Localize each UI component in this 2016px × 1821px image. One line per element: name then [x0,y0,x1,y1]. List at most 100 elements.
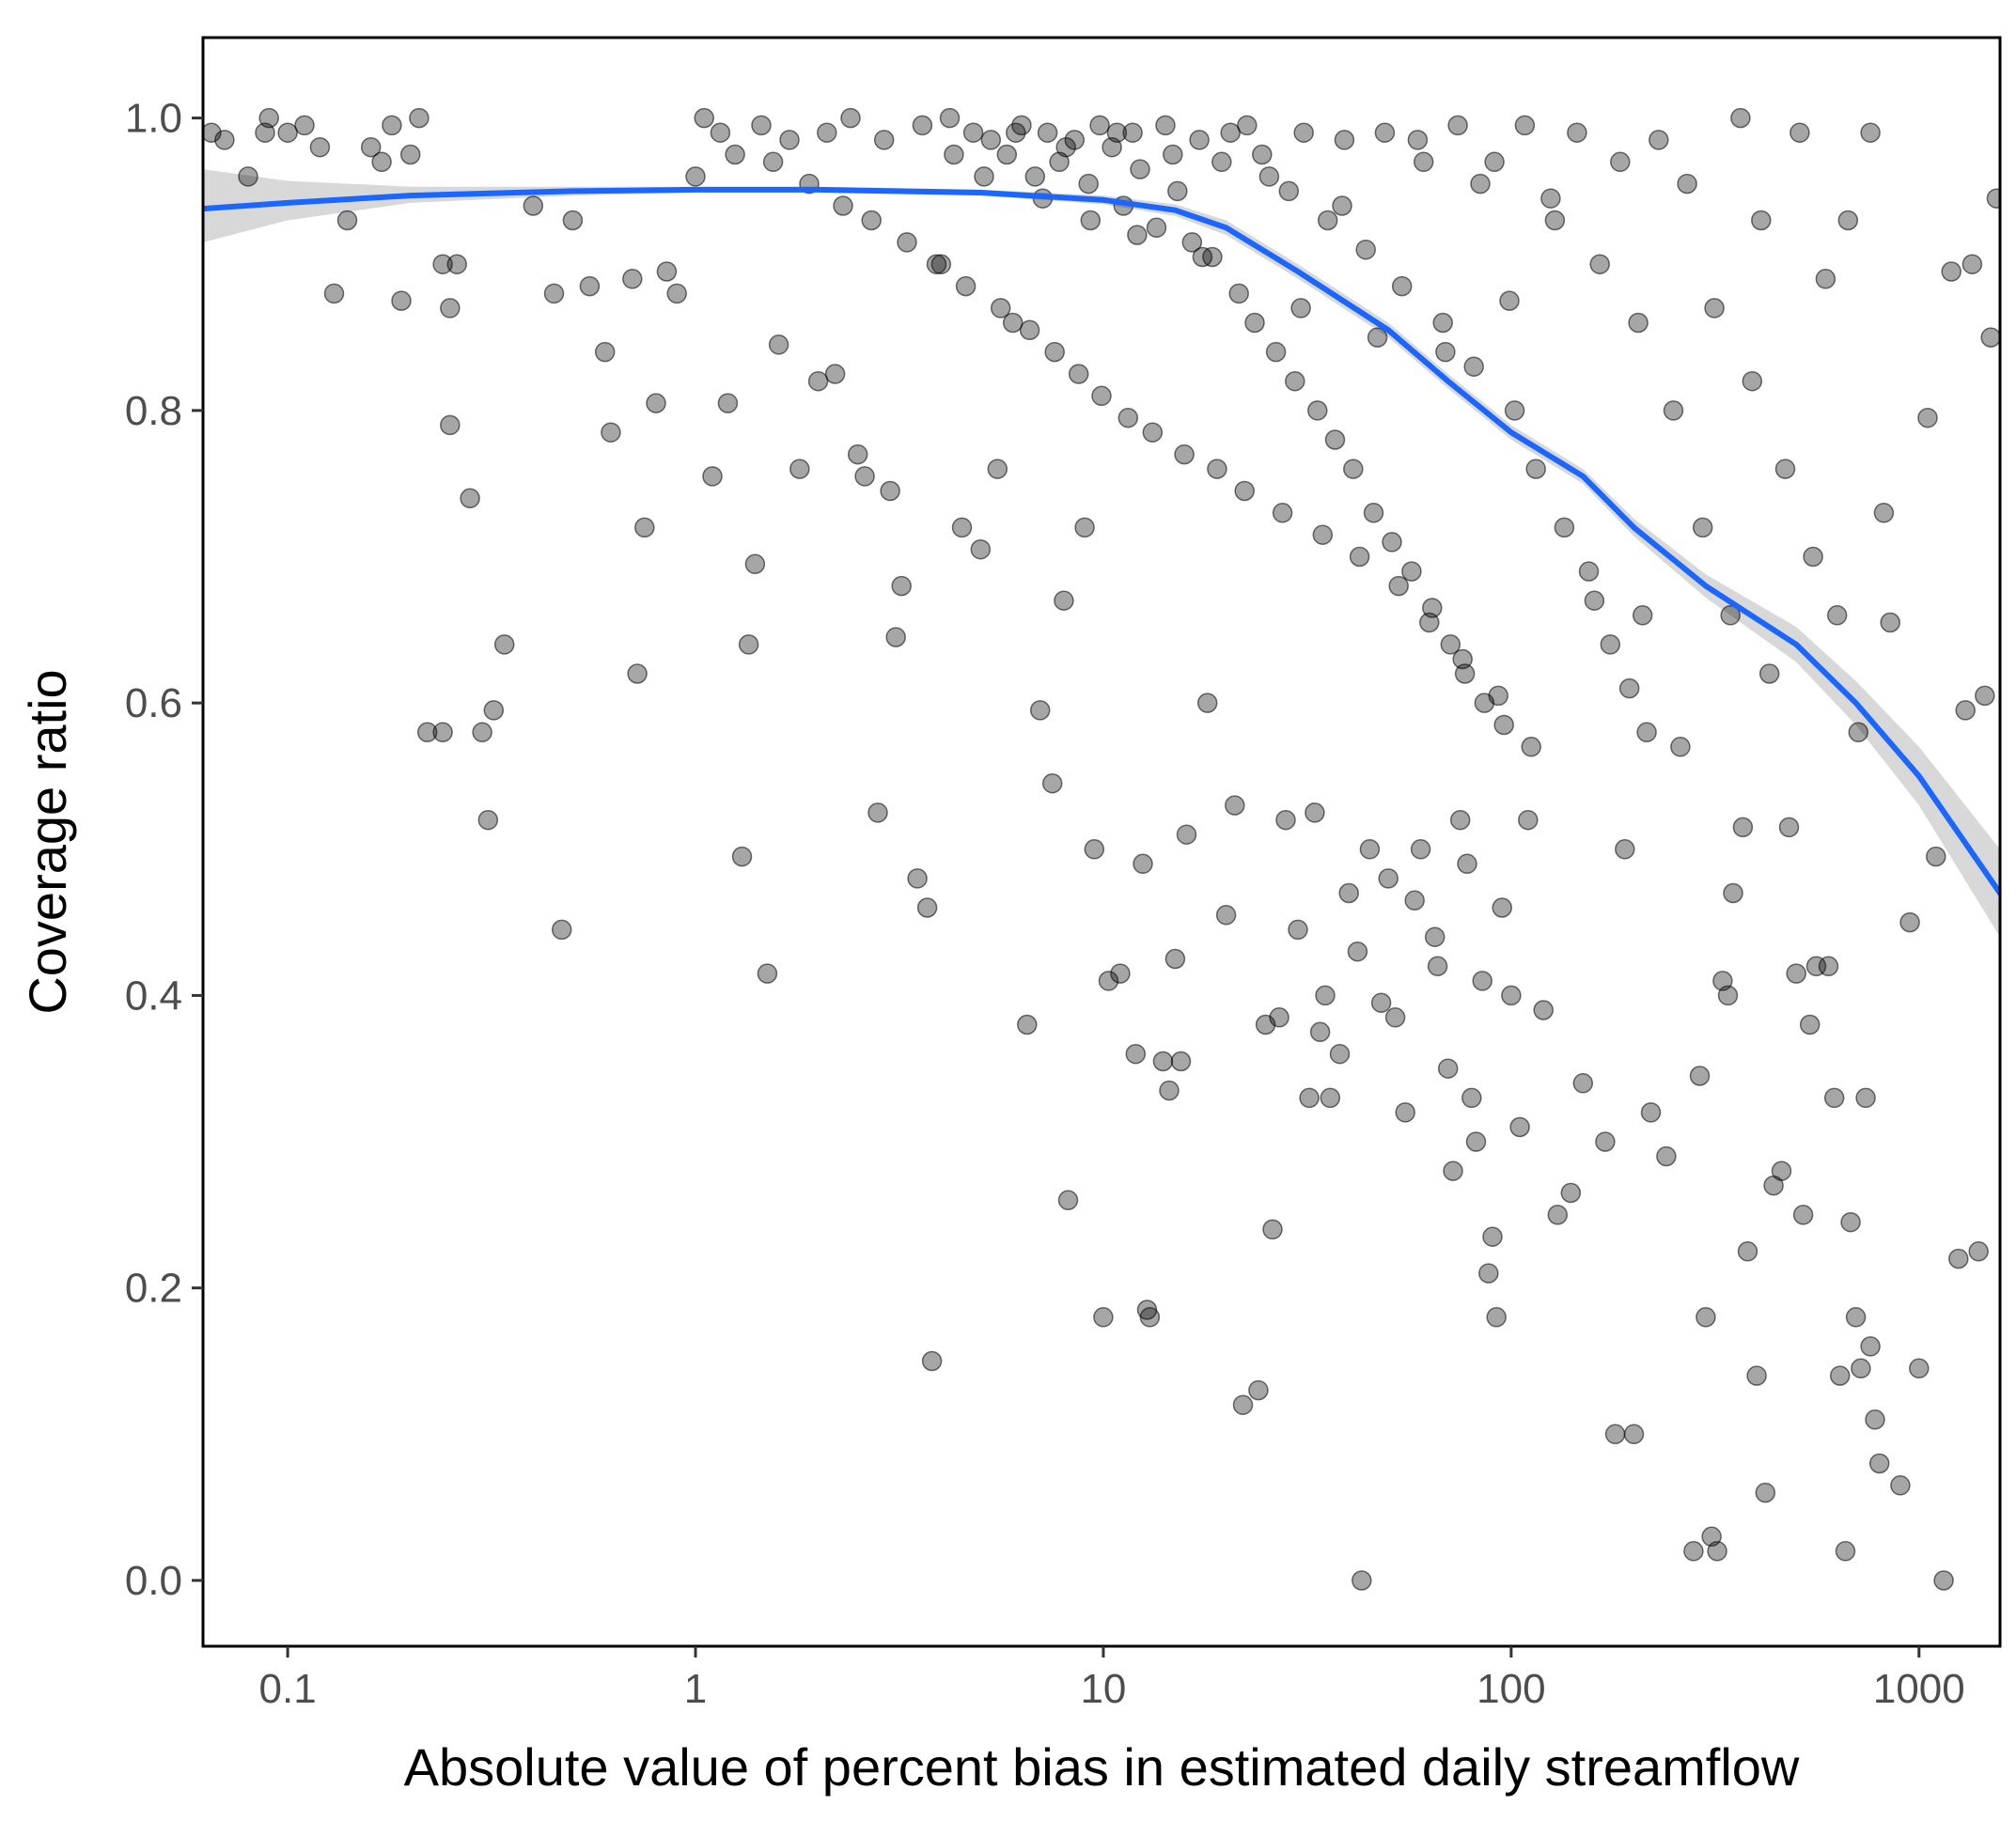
data-point [1572,1073,1594,1094]
data-point [1130,159,1150,179]
data-point [1334,130,1355,150]
data-point [762,151,784,173]
data-point [1514,115,1536,136]
data-point [1484,151,1505,173]
data-point [685,166,706,187]
data-point [1873,503,1895,523]
data-point [1554,517,1575,538]
data-point [1880,612,1900,633]
data-point [1017,1014,1038,1035]
data-point [1818,956,1839,977]
data-point [1355,239,1376,260]
x-tick-label: 0.1 [259,1666,317,1712]
data-point [579,275,601,297]
data-point [258,107,279,129]
data-point [1352,1570,1372,1591]
data-point [1338,882,1359,904]
data-point [1122,122,1143,143]
data-point [1656,1145,1677,1167]
y-tick-label: 1.0 [125,96,182,142]
data-point [1037,122,1058,143]
data-point [751,115,772,136]
data-point [1125,1043,1147,1065]
data-point [409,107,430,129]
data-point [1584,590,1605,611]
data-point [1845,1307,1867,1328]
smooth-trend-line [203,186,2000,896]
data-point [1926,846,1946,867]
data-point [907,868,928,889]
data-point [1732,817,1754,838]
data-point [1320,1087,1341,1109]
data-point [1440,634,1461,655]
data-point [1941,261,1961,282]
data-point [1395,1102,1415,1123]
data-point [725,144,745,165]
data-point [309,136,331,158]
data-point [1615,839,1635,860]
data-point [944,144,964,165]
data-point [294,115,315,136]
data-point [779,130,800,150]
data-point [1815,269,1836,289]
data-point [1437,1058,1459,1079]
data-point [744,553,766,575]
data-point [930,254,952,274]
data-point [1899,911,1920,933]
data-point [1578,561,1600,582]
data-point [1410,839,1431,860]
data-point [627,663,648,684]
data-point [1868,1453,1890,1474]
data-point [1730,107,1751,129]
data-point [1618,677,1640,699]
data-point [472,722,492,743]
data-point [840,107,861,129]
data-point [1174,444,1195,465]
data-point [1152,1051,1174,1072]
data-point [1595,1131,1616,1152]
data-point [1252,144,1273,165]
data-point [1164,948,1186,970]
data-point [817,122,837,143]
data-point [1049,151,1070,173]
data-point [1704,298,1725,319]
data-point [1746,1365,1767,1386]
data-point [1486,1307,1507,1328]
data-point [1980,327,2000,348]
data-point [1449,809,1471,831]
data-point [1055,136,1076,158]
data-point [1457,853,1477,875]
data-point [717,393,739,413]
data-point [543,283,565,304]
data-point [955,275,977,297]
data-point [477,809,499,831]
data-point [1211,151,1232,173]
data-point [360,136,382,158]
data-point [1751,210,1772,231]
data-point [1117,407,1139,428]
data-point [1670,737,1691,757]
data-point [1432,312,1453,334]
data-point [1482,1226,1503,1247]
data-point [996,144,1018,165]
data-point [1207,459,1227,479]
y-axis-title: Coverage ratio [18,669,77,1014]
y-tick-label: 0.8 [125,388,182,434]
data-point [1803,546,1823,568]
data-point [1860,122,1881,143]
data-point [1628,312,1649,334]
data-point [1933,1570,1954,1591]
data-point [1080,210,1102,231]
data-point [1860,1336,1881,1357]
data-point [1332,195,1352,216]
data-point [1509,1116,1530,1138]
data-point [1600,634,1621,655]
data-point [1258,166,1280,187]
data-point [1106,122,1128,143]
data-point [1755,1482,1776,1503]
data-point [1758,663,1780,684]
data-point [371,151,392,173]
data-point [1155,115,1176,136]
data-point [1786,963,1806,984]
data-point [885,627,906,647]
